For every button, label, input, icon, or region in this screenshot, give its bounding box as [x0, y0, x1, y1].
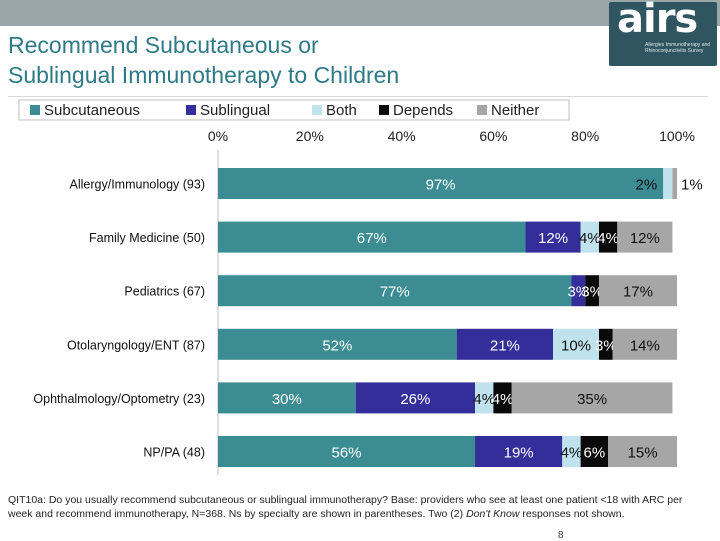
data-label-subcutaneous: 77% [380, 284, 410, 301]
data-label-depends: 3% [581, 284, 603, 301]
legend-label-subcutaneous: Subcutaneous [44, 102, 140, 119]
data-label-subcutaneous: 97% [426, 177, 456, 194]
legend-label-sublingual: Sublingual [200, 102, 270, 119]
title-divider [8, 96, 708, 97]
category-label: Ophthalmology/Optometry (23) [33, 392, 205, 406]
bar-segment-neither [511, 382, 673, 414]
bar-segment-sublingual [571, 275, 586, 307]
data-label-depends: 3% [595, 337, 617, 354]
bar-segment-subcutaneous [218, 221, 526, 253]
bar-segment-both [562, 436, 581, 467]
legend-swatch-subcutaneous [30, 105, 40, 115]
data-label-depends: 4% [597, 230, 619, 247]
legend-label-both: Both [326, 102, 357, 119]
data-label-depends: 4% [492, 391, 514, 408]
bar-segment-subcutaneous [218, 168, 664, 199]
legend-swatch-depends [379, 105, 389, 115]
top-banner [0, 0, 720, 26]
bar-segment-neither [608, 436, 677, 467]
data-label-neither: 17% [623, 284, 653, 301]
bar-segment-both [475, 382, 494, 414]
footnote-end: responses not shown. [519, 508, 625, 520]
footnote-italic: Don't Know [466, 508, 520, 520]
x-tick-label: 40% [388, 128, 416, 144]
data-label-neither: 35% [577, 391, 607, 408]
logo-wordmark: airs [617, 0, 698, 42]
x-tick-label: 80% [571, 128, 599, 144]
data-label-subcutaneous: 67% [357, 230, 387, 247]
data-label-both: 4% [579, 230, 601, 247]
bar-segment-neither [617, 221, 673, 253]
title-line-2: Sublingual Immunotherapy to Children [8, 62, 400, 88]
legend-label-depends: Depends [393, 102, 453, 119]
category-label: Pediatrics (67) [124, 285, 205, 299]
data-label-both: 2% [636, 177, 658, 194]
data-label-both: 4% [561, 445, 583, 462]
legend-swatch-both [312, 105, 322, 115]
bar-segment-depends [585, 275, 599, 307]
bar-segment-both [663, 168, 673, 199]
category-label: NP/PA (48) [143, 446, 205, 460]
x-tick-label: 20% [296, 128, 324, 144]
data-label-both: 10% [561, 337, 591, 354]
logo-subtitle: Allergies Immunotherapy and Rhinoconjunc… [645, 42, 711, 54]
data-label-neither: 1% [681, 177, 703, 194]
airs-logo: airs Allergies Immunotherapy and Rhinoco… [609, 0, 717, 66]
bar-segment-depends [598, 328, 613, 360]
bar-segment-depends [493, 382, 512, 414]
data-label-subcutaneous: 56% [332, 445, 362, 462]
category-label: Allergy/Immunology (93) [70, 178, 205, 192]
bar-segment-depends [598, 221, 618, 253]
data-label-sublingual: 21% [490, 337, 520, 354]
bar-segment-subcutaneous [218, 436, 476, 467]
x-tick-label: 0% [208, 128, 228, 144]
bar-segment-both [553, 328, 599, 360]
bar-segment-subcutaneous [218, 382, 356, 414]
legend-swatch-sublingual [186, 105, 196, 115]
bar-segment-neither [598, 275, 677, 307]
x-tick-label: 100% [659, 128, 695, 144]
data-label-depends: 6% [584, 445, 606, 462]
bar-segment-sublingual [456, 328, 554, 360]
category-label: Family Medicine (50) [89, 231, 205, 245]
bar-segment-both [580, 221, 599, 253]
page-title: Recommend Subcutaneous or Sublingual Imm… [8, 30, 568, 90]
legend-swatch-neither [477, 105, 487, 115]
data-label-subcutaneous: 52% [322, 337, 352, 354]
footnote-text: QIT10a: Do you usually recommend subcuta… [8, 494, 683, 520]
x-tick-label: 60% [479, 128, 507, 144]
footnote: QIT10a: Do you usually recommend subcuta… [8, 493, 708, 521]
stacked-bar-chart: Subcutaneous Sublingual Both Depends Neither… [18, 99, 703, 475]
bar-segment-subcutaneous [218, 328, 457, 360]
bar-segment-neither [612, 328, 677, 360]
data-label-neither: 14% [630, 337, 660, 354]
bar-segment-sublingual [525, 221, 581, 253]
legend-box [18, 99, 570, 121]
data-label-sublingual: 3% [567, 284, 589, 301]
data-label-sublingual: 19% [504, 445, 534, 462]
category-label: Otolaryngology/ENT (87) [67, 338, 205, 352]
bar-segment-neither [672, 168, 677, 199]
title-line-1: Recommend Subcutaneous or [8, 32, 319, 58]
data-label-neither: 15% [628, 445, 658, 462]
data-label-subcutaneous: 30% [272, 391, 302, 408]
bar-segment-subcutaneous [218, 275, 572, 307]
legend-label-neither: Neither [491, 102, 539, 119]
data-label-sublingual: 12% [538, 230, 568, 247]
data-label-neither: 12% [630, 230, 660, 247]
bar-segment-sublingual [475, 436, 563, 467]
data-label-sublingual: 26% [400, 391, 430, 408]
page-number: 8 [558, 530, 564, 541]
data-label-both: 4% [473, 391, 495, 408]
bar-segment-sublingual [355, 382, 476, 414]
bar-segment-depends [580, 436, 609, 467]
